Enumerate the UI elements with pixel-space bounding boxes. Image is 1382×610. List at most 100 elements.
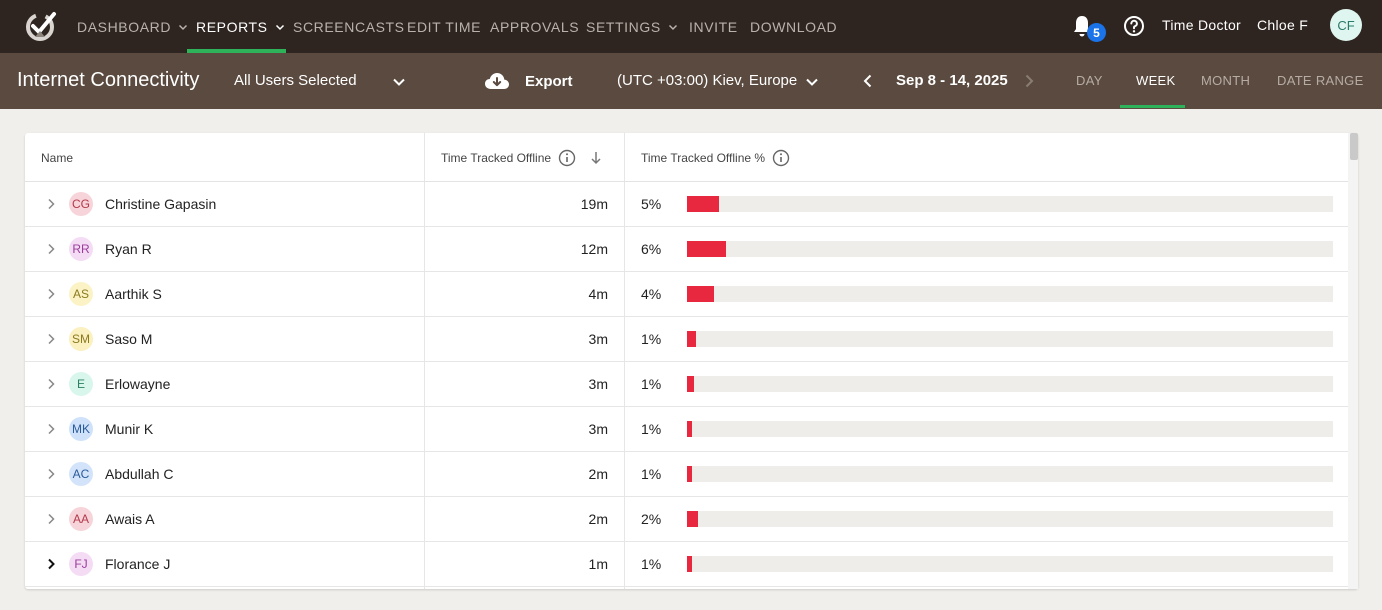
time-tracked-offline-percent: 1% [641,421,662,437]
chevron-left-icon[interactable] [861,73,875,89]
chevron-down-icon[interactable] [805,75,819,89]
chevron-right-icon[interactable] [45,242,57,256]
chevron-right-icon[interactable] [45,512,57,526]
employee-name[interactable]: Munir K [105,421,154,437]
offline-bar-track [687,421,1333,437]
offline-bar-track [687,286,1333,302]
chevron-right-icon[interactable] [45,557,57,571]
employee-name[interactable]: Ryan R [105,241,152,257]
column-header-name-label: Name [41,150,74,165]
offline-bar-track [687,376,1333,392]
avatar: CG [69,192,93,216]
offline-bar-fill [687,196,719,212]
scrollbar-thumb[interactable] [1350,133,1358,160]
employee-name[interactable]: Saso M [105,331,153,347]
avatar: SM [69,327,93,351]
info-icon[interactable] [558,149,576,167]
nav-screencasts[interactable]: SCREENCASTS [293,0,405,53]
employee-name[interactable]: Abdullah C [105,466,174,482]
avatar: MK [69,417,93,441]
offline-bar-track [687,331,1333,347]
time-tracked-offline-percent: 6% [641,241,662,257]
table-row[interactable]: RR Ryan R 12m 6% [25,227,1349,272]
period-tab-date-range[interactable]: DATE RANGE [1277,73,1364,88]
period-tab-month[interactable]: MONTH [1201,73,1251,88]
time-tracked-offline-percent: 1% [641,466,662,482]
help-icon[interactable] [1123,15,1145,37]
time-tracked-offline-percent: 4% [641,286,662,302]
chevron-right-icon[interactable] [45,197,57,211]
column-header-time-offline[interactable]: Time Tracked Offline [441,133,602,182]
chevron-right-icon[interactable] [45,377,57,391]
time-tracked-offline: 3m [588,421,608,437]
user-avatar[interactable]: CF [1330,9,1362,41]
avatar: FJ [69,552,93,576]
nav-approvals[interactable]: APPROVALS [490,0,579,53]
nav-edit-time[interactable]: EDIT TIME [407,0,481,53]
users-filter-select[interactable]: All Users Selected [234,72,357,89]
time-doctor-logo-icon[interactable] [24,9,58,43]
offline-bar-track [687,241,1333,257]
user-name[interactable]: Chloe F [1257,17,1309,33]
top-navigation: DASHBOARD REPORTS SCREENCASTS EDIT TIME … [0,0,1382,53]
cloud-download-icon [485,73,509,89]
table-row[interactable]: AC Abdullah C 2m 1% [25,452,1349,497]
export-button[interactable]: Export [484,69,573,93]
time-tracked-offline: 4m [588,286,608,302]
notification-badge[interactable]: 5 [1087,23,1106,42]
offline-bar-fill [687,331,696,347]
employee-name[interactable]: Erlowayne [105,376,171,392]
avatar: AA [69,507,93,531]
employee-name[interactable]: Florance J [105,556,171,572]
time-tracked-offline-percent: 1% [641,556,662,572]
employee-name[interactable]: Christine Gapasin [105,196,217,212]
time-tracked-offline: 2m [588,466,608,482]
bell-icon[interactable] [1070,14,1094,38]
table-row[interactable]: SM Saso M 3m 1% [25,317,1349,362]
nav-download[interactable]: DOWNLOAD [750,0,837,53]
chevron-right-icon[interactable] [45,422,57,436]
offline-bar-track [687,196,1333,212]
timezone-select[interactable]: (UTC +03:00) Kiev, Europe [617,72,798,89]
scrollbar-track[interactable] [1348,133,1358,589]
employee-name[interactable]: Aarthik S [105,286,162,302]
time-tracked-offline: 12m [580,241,608,257]
chevron-right-icon[interactable] [1022,73,1036,89]
period-tab-week[interactable]: WEEK [1136,73,1176,88]
column-header-pct-offline[interactable]: Time Tracked Offline % [641,133,790,182]
table-row[interactable]: MK Munir K 3m 1% [25,407,1349,452]
info-icon[interactable] [772,149,790,167]
nav-dashboard[interactable]: DASHBOARD [77,0,188,53]
table-row[interactable]: AA Awais A 2m 2% [25,497,1349,542]
company-name[interactable]: Time Doctor [1162,17,1242,33]
sort-descending-icon[interactable] [590,151,602,165]
employee-name[interactable]: Awais A [105,511,155,527]
table-row[interactable]: AS Aarthik S 4m 4% [25,272,1349,317]
avatar: AS [69,282,93,306]
date-range-label[interactable]: Sep 8 - 14, 2025 [896,72,1008,89]
chevron-down-icon [668,24,677,30]
nav-reports[interactable]: REPORTS [196,0,285,53]
offline-bar-fill [687,511,698,527]
table-row[interactable]: CG Christine Gapasin 19m 5% [25,182,1349,227]
column-header-name[interactable]: Name [41,133,73,182]
table-row[interactable]: FJ Florance J 1m 1% [25,542,1349,587]
column-header-pct-offline-label: Time Tracked Offline % [641,150,766,165]
chevron-down-icon [275,24,284,30]
chevron-right-icon[interactable] [45,467,57,481]
offline-bar-fill [687,556,692,572]
nav-reports-label: REPORTS [196,18,268,35]
table-row[interactable]: E Erlowayne 3m 1% [25,362,1349,407]
offline-bar-fill [687,466,692,482]
chevron-right-icon[interactable] [45,332,57,346]
time-tracked-offline-percent: 5% [641,196,662,212]
period-tab-day[interactable]: DAY [1076,73,1103,88]
export-label: Export [525,72,573,90]
offline-bar-fill [687,286,714,302]
chevron-right-icon[interactable] [45,287,57,301]
nav-settings[interactable]: SETTINGS [586,0,678,53]
nav-invite[interactable]: INVITE [689,0,738,53]
time-tracked-offline-percent: 1% [641,376,662,392]
time-tracked-offline: 19m [580,196,608,212]
chevron-down-icon[interactable] [392,75,406,89]
